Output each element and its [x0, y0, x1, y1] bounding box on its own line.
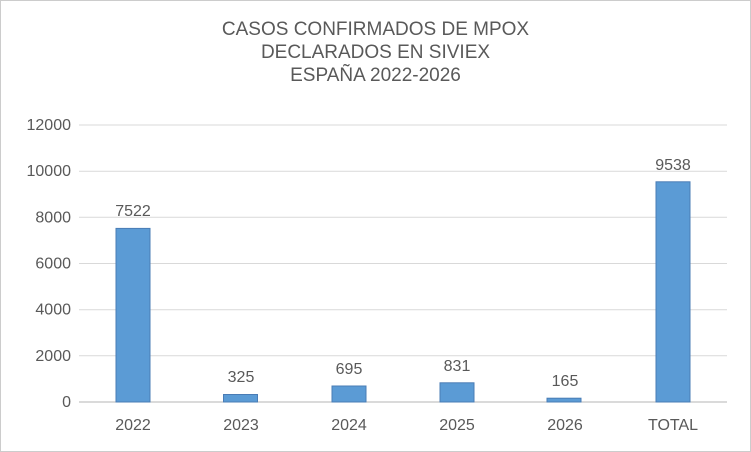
svg-text:2000: 2000 [35, 348, 71, 365]
svg-text:165: 165 [552, 373, 579, 390]
svg-text:831: 831 [444, 358, 471, 375]
svg-text:4000: 4000 [35, 302, 71, 319]
svg-text:2024: 2024 [331, 417, 367, 434]
svg-text:TOTAL: TOTAL [648, 417, 698, 434]
svg-text:8000: 8000 [35, 209, 71, 226]
svg-text:12000: 12000 [27, 117, 72, 134]
svg-text:7522: 7522 [115, 203, 151, 220]
svg-text:325: 325 [228, 369, 255, 386]
svg-text:2025: 2025 [439, 417, 475, 434]
svg-text:2026: 2026 [547, 417, 583, 434]
svg-text:695: 695 [336, 361, 363, 378]
svg-text:2022: 2022 [115, 417, 151, 434]
svg-text:0: 0 [62, 394, 71, 411]
svg-text:9538: 9538 [655, 157, 691, 174]
svg-text:10000: 10000 [27, 163, 72, 180]
svg-text:6000: 6000 [35, 256, 71, 273]
svg-text:2023: 2023 [223, 417, 259, 434]
